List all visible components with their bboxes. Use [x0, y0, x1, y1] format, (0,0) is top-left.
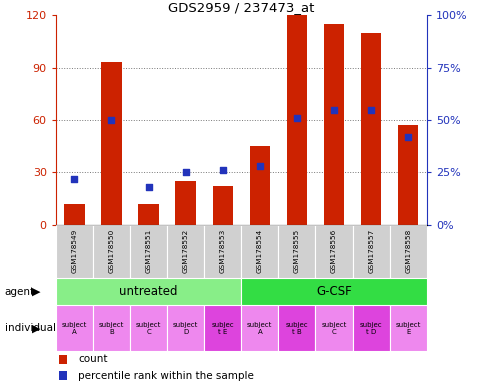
Text: GSM178556: GSM178556: [331, 228, 336, 273]
Text: GSM178549: GSM178549: [71, 228, 77, 273]
Point: [366, 106, 374, 113]
Bar: [389, 305, 426, 351]
Bar: [352, 225, 389, 278]
Text: GSM178551: GSM178551: [145, 228, 151, 273]
Point: [144, 184, 152, 190]
Bar: [249, 146, 270, 225]
Bar: [278, 305, 315, 351]
Text: count: count: [78, 354, 107, 364]
Point: [330, 106, 337, 113]
Text: subjec
t D: subjec t D: [359, 322, 382, 335]
Bar: [175, 181, 196, 225]
Point: [70, 175, 78, 182]
Text: subject
E: subject E: [395, 322, 420, 335]
Point: [256, 163, 263, 169]
Text: subject
C: subject C: [321, 322, 346, 335]
Text: GSM178553: GSM178553: [219, 228, 225, 273]
Title: GDS2959 / 237473_at: GDS2959 / 237473_at: [168, 1, 314, 14]
Bar: [138, 204, 158, 225]
Bar: [278, 225, 315, 278]
Bar: [93, 225, 130, 278]
Bar: [166, 225, 204, 278]
Bar: [397, 125, 418, 225]
Text: GSM178550: GSM178550: [108, 228, 114, 273]
Bar: [212, 186, 232, 225]
Bar: [241, 278, 426, 305]
Text: G-CSF: G-CSF: [316, 285, 351, 298]
Text: GSM178558: GSM178558: [405, 228, 410, 273]
Bar: [323, 24, 344, 225]
Bar: [241, 305, 278, 351]
Bar: [315, 225, 352, 278]
Text: ▶: ▶: [32, 323, 41, 333]
Bar: [56, 225, 93, 278]
Bar: [389, 225, 426, 278]
Text: subject
C: subject C: [136, 322, 161, 335]
Point: [218, 167, 226, 173]
Bar: [60, 371, 67, 380]
Text: agent: agent: [5, 287, 35, 297]
Text: untreated: untreated: [119, 285, 178, 298]
Bar: [64, 204, 84, 225]
Bar: [204, 225, 241, 278]
Bar: [60, 355, 67, 364]
Bar: [360, 33, 380, 225]
Text: GSM178557: GSM178557: [367, 228, 373, 273]
Point: [107, 117, 115, 123]
Bar: [56, 305, 93, 351]
Bar: [204, 305, 241, 351]
Text: GSM178552: GSM178552: [182, 228, 188, 273]
Text: percentile rank within the sample: percentile rank within the sample: [78, 371, 254, 381]
Point: [182, 169, 189, 175]
Text: GSM178555: GSM178555: [293, 228, 299, 273]
Bar: [101, 63, 121, 225]
Bar: [93, 305, 130, 351]
Point: [404, 134, 411, 140]
Point: [292, 115, 300, 121]
Bar: [241, 225, 278, 278]
Text: subject
D: subject D: [173, 322, 198, 335]
Text: subjec
t B: subjec t B: [285, 322, 308, 335]
Bar: [166, 305, 204, 351]
Text: ▶: ▶: [32, 287, 41, 297]
Bar: [130, 305, 166, 351]
Text: individual: individual: [5, 323, 56, 333]
Text: GSM178554: GSM178554: [257, 228, 262, 273]
Bar: [286, 15, 306, 225]
Bar: [130, 225, 166, 278]
Text: subject
B: subject B: [99, 322, 124, 335]
Bar: [56, 278, 241, 305]
Bar: [315, 305, 352, 351]
Text: subjec
t E: subjec t E: [211, 322, 234, 335]
Bar: [352, 305, 389, 351]
Text: subject
A: subject A: [61, 322, 87, 335]
Text: subject
A: subject A: [247, 322, 272, 335]
